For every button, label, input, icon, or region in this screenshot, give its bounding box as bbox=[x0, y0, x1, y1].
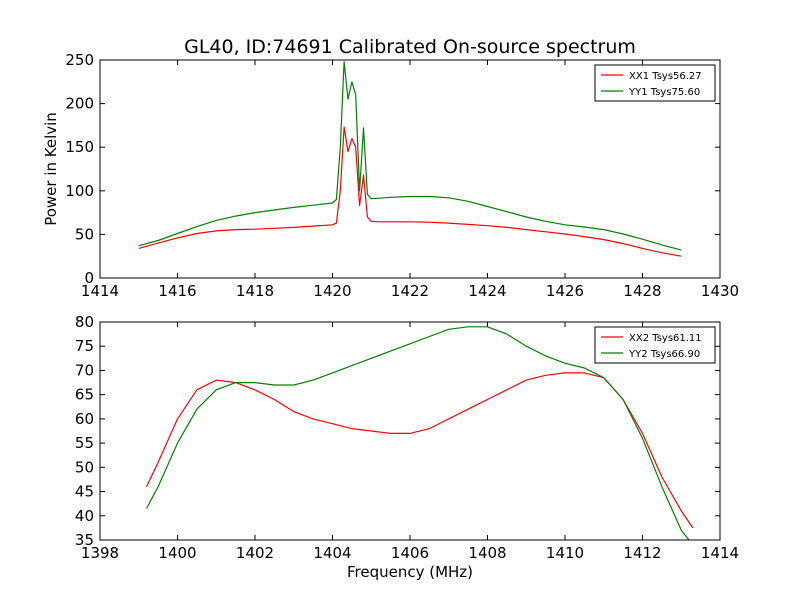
top-y-axis-label: Power in Kelvin bbox=[42, 112, 60, 226]
top-legend-box bbox=[594, 64, 716, 102]
top-legend: XX1 Tsys56.27 YY1 Tsys75.60 bbox=[594, 64, 716, 102]
bottom-series-line-2 bbox=[145, 326, 690, 541]
top-series-layer bbox=[138, 61, 682, 257]
bottom-x-tick-label: 1402 bbox=[236, 544, 274, 562]
bottom-y-tick-label: 55 bbox=[75, 434, 94, 452]
top-series-line-2 bbox=[138, 61, 682, 251]
top-x-tick-label: 1428 bbox=[623, 282, 661, 300]
bottom-y-tick-label: 40 bbox=[75, 507, 94, 525]
bottom-x-tick-label: 1400 bbox=[158, 544, 196, 562]
top-spectrum-panel: 1414 1416 1418 1420 1422 1424 1426 1428 1430 0 50 1… bbox=[42, 51, 739, 300]
top-legend-entry-1: XX1 Tsys56.27 bbox=[629, 71, 702, 82]
top-y-tick-label: 250 bbox=[65, 51, 94, 69]
top-legend-entry-2: YY1 Tsys75.60 bbox=[628, 87, 700, 98]
top-y-tick-label: 200 bbox=[65, 95, 94, 113]
top-series-line-1 bbox=[138, 126, 682, 257]
bottom-legend-entry-1: XX2 Tsys61.11 bbox=[629, 333, 702, 344]
bottom-x-tick-label: 1406 bbox=[391, 544, 429, 562]
bottom-legend-box bbox=[594, 326, 716, 364]
bottom-spectrum-panel: 1398 1400 1402 1404 1406 1408 1410 1412 1414 35 40… bbox=[75, 313, 739, 581]
bottom-y-tick-label: 70 bbox=[75, 361, 94, 379]
top-y-tick-label: 50 bbox=[75, 225, 94, 243]
top-y-tick-label: 150 bbox=[65, 138, 94, 156]
top-ticks: 1414 1416 1418 1420 1422 1424 1426 1428 1430 0 50 1… bbox=[65, 51, 739, 300]
bottom-ticks: 1398 1400 1402 1404 1406 1408 1410 1412 1414 35 40… bbox=[75, 313, 739, 562]
top-x-tick-label: 1416 bbox=[158, 282, 196, 300]
top-x-tick-label: 1414 bbox=[81, 282, 119, 300]
bottom-y-tick-label: 45 bbox=[75, 483, 94, 501]
bottom-x-tick-label: 1404 bbox=[313, 544, 351, 562]
bottom-y-tick-label: 35 bbox=[75, 531, 94, 549]
top-x-tick-label: 1426 bbox=[546, 282, 584, 300]
figure-title: GL40, ID:74691 Calibrated On-source spec… bbox=[184, 36, 636, 58]
bottom-legend-entry-2: YY2 Tsys66.90 bbox=[628, 349, 700, 360]
top-y-tick-label: 100 bbox=[65, 182, 94, 200]
bottom-x-axis-label: Frequency (MHz) bbox=[347, 563, 473, 581]
bottom-x-tick-label: 1412 bbox=[623, 544, 661, 562]
bottom-x-tick-label: 1398 bbox=[81, 544, 119, 562]
bottom-y-tick-label: 75 bbox=[75, 337, 94, 355]
bottom-x-tick-label: 1408 bbox=[468, 544, 506, 562]
bottom-y-tick-label: 80 bbox=[75, 313, 94, 331]
top-x-tick-label: 1422 bbox=[391, 282, 429, 300]
bottom-y-tick-label: 65 bbox=[75, 386, 94, 404]
bottom-series-layer bbox=[145, 326, 694, 541]
bottom-legend: XX2 Tsys61.11 YY2 Tsys66.90 bbox=[594, 326, 716, 364]
bottom-y-tick-label: 50 bbox=[75, 458, 94, 476]
top-x-tick-label: 1418 bbox=[236, 282, 274, 300]
bottom-x-tick-label: 1414 bbox=[701, 544, 739, 562]
bottom-y-tick-label: 60 bbox=[75, 410, 94, 428]
top-x-tick-label: 1420 bbox=[313, 282, 351, 300]
top-x-tick-label: 1424 bbox=[468, 282, 506, 300]
bottom-x-tick-label: 1410 bbox=[546, 544, 584, 562]
top-x-tick-label: 1430 bbox=[701, 282, 739, 300]
top-y-tick-label: 0 bbox=[84, 269, 94, 287]
